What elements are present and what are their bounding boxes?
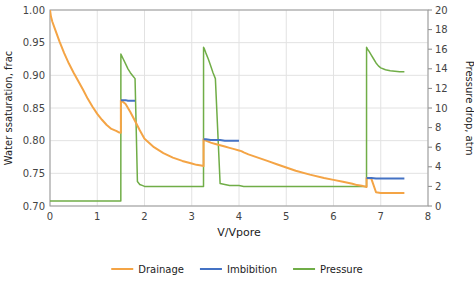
tick-label: 20 xyxy=(435,5,448,16)
tick-mark xyxy=(428,147,432,148)
tick-label: 2 xyxy=(435,181,441,192)
series-line xyxy=(121,100,405,178)
tick-label: 3 xyxy=(189,211,195,222)
tick-label: 1 xyxy=(94,211,100,222)
axes: 0123456780.700.750.800.850.900.951.00024… xyxy=(23,5,448,223)
tick-mark xyxy=(428,88,432,89)
tick-label: 0.75 xyxy=(23,168,45,179)
tick-mark xyxy=(428,127,432,128)
legend-swatch xyxy=(111,268,133,270)
tick-label: 5 xyxy=(283,211,289,222)
tick-label: 0.95 xyxy=(23,37,45,48)
tick-label: 1.00 xyxy=(23,5,45,16)
tick-label: 4 xyxy=(236,211,242,222)
legend: Drainage Imbibition Pressure xyxy=(111,264,363,275)
x-axis-label: V/Vpore xyxy=(217,226,261,239)
legend-label: Imbibition xyxy=(227,264,277,275)
tick-label: 0 xyxy=(47,211,53,222)
legend-swatch xyxy=(293,268,315,270)
series-line xyxy=(50,47,404,201)
tick-mark xyxy=(428,206,432,207)
tick-label: 4 xyxy=(435,161,441,172)
legend-item: Imbibition xyxy=(200,264,277,275)
y2-axis-label: Pressure drop, atm xyxy=(464,61,474,156)
tick-mark xyxy=(428,29,432,30)
plot-frame xyxy=(50,10,428,206)
tick-label: 7 xyxy=(378,211,384,222)
tick-label: 0.85 xyxy=(23,103,45,114)
tick-label: 0.80 xyxy=(23,135,45,146)
tick-mark xyxy=(428,68,432,69)
grid xyxy=(50,10,428,206)
legend-label: Pressure xyxy=(320,264,363,275)
tick-label: 10 xyxy=(435,103,448,114)
tick-mark xyxy=(428,166,432,167)
grid-line xyxy=(50,75,428,76)
tick-label: 14 xyxy=(435,63,448,74)
legend-item: Pressure xyxy=(293,264,363,275)
legend-item: Drainage xyxy=(111,264,184,275)
tick-label: 18 xyxy=(435,24,448,35)
tick-mark xyxy=(428,10,432,11)
tick-mark xyxy=(428,186,432,187)
tick-label: 8 xyxy=(425,211,431,222)
tick-mark xyxy=(428,108,432,109)
grid-line xyxy=(50,42,428,43)
grid-line xyxy=(50,108,428,109)
tick-label: 2 xyxy=(141,211,147,222)
tick-label: 8 xyxy=(435,122,441,133)
tick-label: 12 xyxy=(435,83,448,94)
tick-label: 16 xyxy=(435,44,448,55)
tick-label: 0.70 xyxy=(23,201,45,212)
tick-label: 6 xyxy=(435,142,441,153)
legend-label: Drainage xyxy=(138,264,184,275)
grid-line xyxy=(50,173,428,174)
chart: 0123456780.700.750.800.850.900.951.00024… xyxy=(0,0,474,281)
series-line xyxy=(50,10,404,193)
tick-label: 0.90 xyxy=(23,70,45,81)
series-lines xyxy=(50,10,404,201)
tick-label: 0 xyxy=(435,201,441,212)
y-axis-label: Water ssaturation, frac xyxy=(3,51,14,166)
legend-swatch xyxy=(200,268,222,270)
tick-label: 6 xyxy=(330,211,336,222)
tick-mark xyxy=(428,49,432,50)
